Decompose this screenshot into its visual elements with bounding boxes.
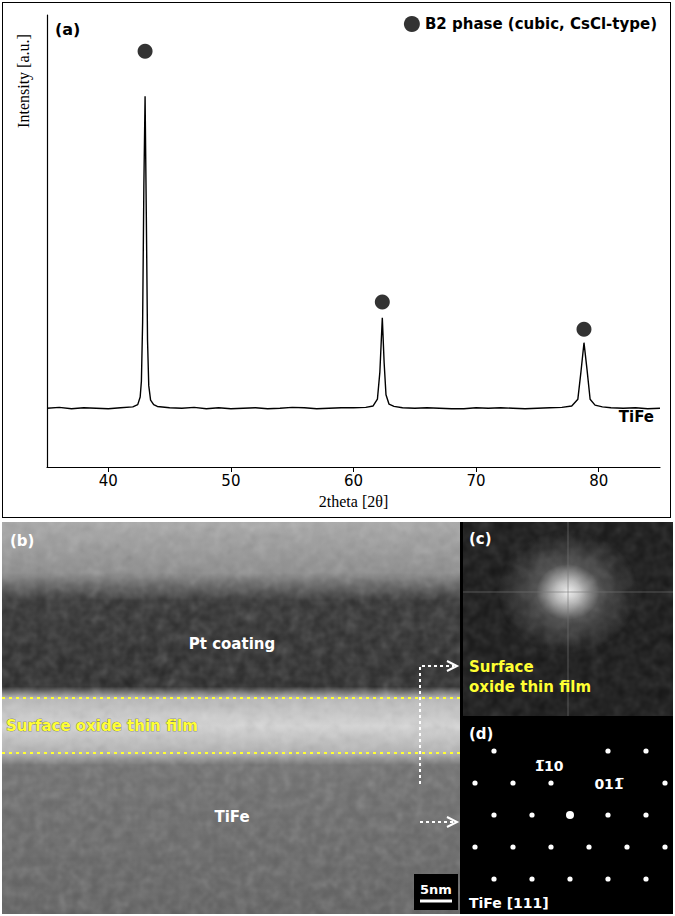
svg-text:(c): (c) [469,530,492,548]
svg-text:oxide thin film: oxide thin film [469,678,591,696]
svg-text:70: 70 [467,472,486,490]
svg-text:(b): (b) [10,532,34,550]
svg-text:TiFe: TiFe [619,408,654,426]
svg-text:1̅10: 1̅10 [534,758,563,774]
svg-text:Surface: Surface [469,658,534,676]
svg-text:50: 50 [221,472,240,490]
svg-text:40: 40 [99,472,118,490]
svg-text:(d): (d) [469,725,493,743]
svg-text:80: 80 [589,472,608,490]
svg-text:(a): (a) [55,20,80,39]
svg-text:2theta [2θ]: 2theta [2θ] [319,493,388,510]
svg-text:60: 60 [344,472,363,490]
svg-text:TiFe: TiFe [214,808,249,826]
svg-text:TiFe [111]: TiFe [111] [469,895,549,911]
svg-text:Intensity [a.u.]: Intensity [a.u.] [15,34,33,128]
svg-text:011̅: 011̅ [594,776,623,792]
svg-text:B2 phase (cubic, CsCl-type): B2 phase (cubic, CsCl-type) [425,15,657,33]
svg-text:Surface oxide thin film: Surface oxide thin film [6,717,198,735]
svg-text:Pt coating: Pt coating [189,635,275,653]
svg-text:5nm: 5nm [420,882,452,897]
